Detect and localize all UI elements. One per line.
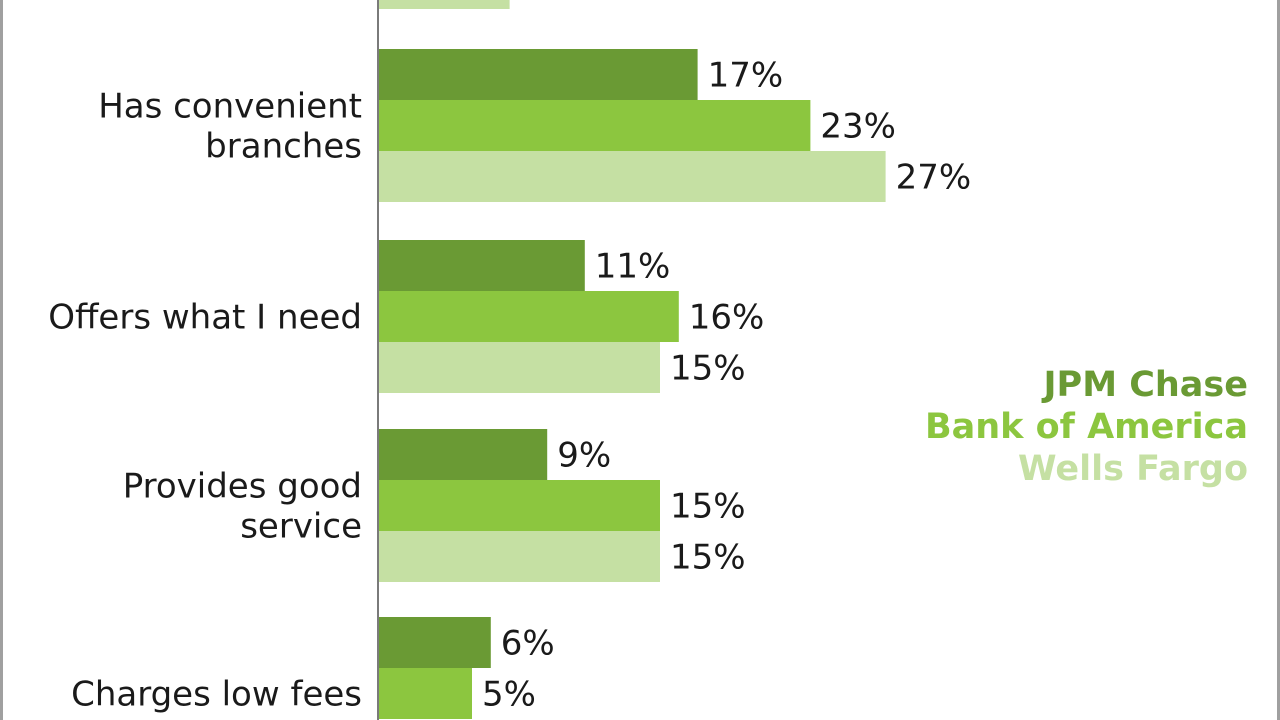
value-label-provides-good-service-2: 15% <box>670 538 746 578</box>
legend: JPM Chase Bank of America Wells Fargo <box>925 364 1248 490</box>
bar-offers-what-i-need-2 <box>378 342 660 393</box>
bar-has-convenient-branches-2 <box>378 151 886 202</box>
value-label-provides-good-service-1: 15% <box>670 487 746 527</box>
value-label-provides-good-service-0: 9% <box>557 436 611 476</box>
category-label-charges-low-fees: Charges low fees <box>71 675 362 715</box>
bar-has-convenient-branches-1 <box>378 100 811 151</box>
bar-has-convenient-branches-0 <box>378 49 698 100</box>
value-label-charges-low-fees-1: 5% <box>482 675 536 715</box>
bar-offers-what-i-need-0 <box>378 240 585 291</box>
bar-charges-low-fees-0 <box>378 617 491 668</box>
bar-provides-good-service-0 <box>378 429 548 480</box>
legend-entry-bank-of-america: Bank of America <box>924 407 1248 447</box>
category-label-provides-good-service: Provides good service <box>123 467 362 547</box>
category-label-has-convenient-branches: Has convenient branches <box>98 87 362 167</box>
bar-provides-good-service-2 <box>378 531 660 582</box>
value-label-top-category-2: 7% <box>520 0 574 5</box>
value-label-offers-what-i-need-0: 11% <box>595 247 671 287</box>
value-label-has-convenient-branches-0: 17% <box>708 56 784 96</box>
value-label-offers-what-i-need-1: 16% <box>689 298 765 338</box>
value-label-offers-what-i-need-2: 15% <box>670 349 746 389</box>
category-label-offers-what-i-need: Offers what I need <box>48 298 362 338</box>
value-label-has-convenient-branches-2: 27% <box>896 158 972 198</box>
value-label-charges-low-fees-0: 6% <box>501 624 555 664</box>
bar-top-category-2 <box>378 0 510 9</box>
bar-provides-good-service-1 <box>378 480 660 531</box>
legend-entry-jpm-chase: JPM Chase <box>1043 365 1248 405</box>
legend-entry-wells-fargo: Wells Fargo <box>1018 449 1248 489</box>
bar-charges-low-fees-1 <box>378 668 472 719</box>
bar-offers-what-i-need-1 <box>378 291 679 342</box>
value-label-has-convenient-branches-1: 23% <box>820 107 896 147</box>
